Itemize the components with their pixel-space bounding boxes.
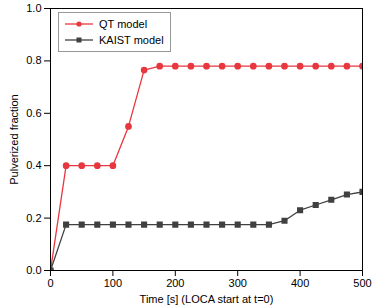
svg-text:0.2: 0.2 [26,212,41,224]
svg-text:0: 0 [47,277,53,289]
svg-text:300: 300 [229,277,247,289]
svg-text:0.4: 0.4 [26,159,41,171]
html-text:KAIST model: KAIST model [99,34,164,46]
svg-text:500: 500 [353,277,371,289]
svg-text:0.0: 0.0 [26,264,41,276]
svg-text:100: 100 [104,277,122,289]
svg-text:Pulverized fraction: Pulverized fraction [8,94,20,185]
svg-text:0.6: 0.6 [26,107,41,119]
svg-text:200: 200 [166,277,184,289]
svg-text:1.0: 1.0 [26,2,41,14]
svg-text:Time [s] (LOCA start at t=0): Time [s] (LOCA start at t=0) [140,293,274,305]
html-text:QT model: QT model [99,18,148,30]
svg-text:400: 400 [291,277,309,289]
svg-text:0.8: 0.8 [26,54,41,66]
